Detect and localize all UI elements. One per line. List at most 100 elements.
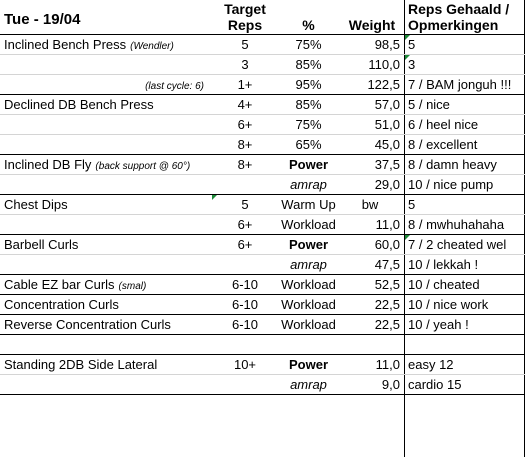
percent-cell[interactable]: amrap	[290, 257, 327, 272]
weight-cell[interactable]: 9,0	[381, 377, 400, 392]
result-cell[interactable]: 10 / nice work	[408, 297, 489, 312]
exercise-cell[interactable]: Inclined DB Fly (back support @ 60°)	[4, 155, 214, 175]
exercise-cell[interactable]	[4, 255, 214, 275]
exercise-cell[interactable]	[4, 135, 214, 155]
result-cell[interactable]: 3	[408, 57, 416, 72]
exercise-cell[interactable]: Chest Dips	[4, 195, 214, 215]
header-target[interactable]: Target	[224, 1, 266, 17]
result-cell[interactable]: 5 / nice	[408, 97, 450, 112]
comment-marker-icon[interactable]	[212, 195, 217, 200]
target-reps-cell[interactable]	[205, 375, 285, 395]
target-reps-cell[interactable]: 6-10	[231, 277, 259, 292]
exercise-cell[interactable]	[4, 215, 214, 235]
exercise-cell[interactable]: Barbell Curls	[4, 235, 214, 255]
target-reps-cell[interactable]: 8+	[237, 157, 253, 172]
exercise-cell[interactable]	[4, 335, 214, 355]
target-reps-cell[interactable]: 5	[241, 197, 249, 212]
result-cell[interactable]: 8 / damn heavy	[408, 157, 497, 172]
weight-cell[interactable]: 60,0	[374, 237, 400, 252]
percent-cell[interactable]: amrap	[290, 377, 327, 392]
weight-cell[interactable]: 11,0	[375, 357, 400, 372]
weight-cell[interactable]: 110,0	[368, 57, 400, 72]
header-result-1[interactable]: Reps Gehaald /	[408, 1, 510, 17]
percent-cell[interactable]: Workload	[281, 217, 336, 232]
weight-cell[interactable]: 22,5	[374, 317, 400, 332]
percent-cell[interactable]: Power	[288, 357, 328, 372]
target-reps-cell[interactable]	[205, 175, 285, 195]
percent-cell[interactable]: Power	[288, 237, 328, 252]
target-reps-cell[interactable]: 6-10	[231, 297, 259, 312]
result-cell[interactable]: 8 / excellent	[408, 137, 478, 152]
percent-cell[interactable]: Warm Up	[281, 197, 336, 212]
result-cell[interactable]	[408, 335, 526, 355]
weight-cell[interactable]	[340, 335, 400, 355]
target-reps-cell[interactable]: 6+	[237, 117, 253, 132]
exercise-cell[interactable]	[4, 55, 214, 75]
exercise-cell[interactable]: (last cycle: 6)	[4, 75, 204, 95]
target-reps-cell[interactable]	[205, 255, 285, 275]
result-cell[interactable]: cardio 15	[408, 377, 462, 392]
exercise-cell[interactable]: Inclined Bench Press (Wendler)	[4, 35, 214, 55]
weight-cell[interactable]: 37,5	[374, 157, 400, 172]
target-reps-cell[interactable]: 6+	[237, 237, 253, 252]
weight-cell[interactable]: 11,0	[375, 217, 400, 232]
weight-cell[interactable]: 57,0	[374, 97, 400, 112]
percent-cell[interactable]: 85%	[295, 97, 322, 112]
exercise-cell[interactable]	[4, 375, 214, 395]
percent-cell[interactable]: 75%	[295, 37, 322, 52]
percent-cell[interactable]: 95%	[295, 77, 322, 92]
result-cell[interactable]: 6 / heel nice	[408, 117, 479, 132]
result-cell[interactable]: 10 / nice pump	[408, 177, 494, 192]
result-cell[interactable]: 5	[408, 197, 416, 212]
exercise-cell[interactable]: Declined DB Bench Press	[4, 95, 214, 115]
result-cell[interactable]: easy 12	[408, 357, 454, 372]
target-reps-cell[interactable]: 10+	[233, 357, 257, 372]
header-result-2[interactable]: Opmerkingen	[408, 17, 499, 33]
exercise-cell[interactable]: Standing 2DB Side Lateral	[4, 355, 214, 375]
weight-cell[interactable]: 47,5	[374, 257, 400, 272]
percent-cell[interactable]: Workload	[281, 277, 336, 292]
target-reps-cell[interactable]: 8+	[237, 137, 253, 152]
exercise-cell[interactable]	[4, 175, 214, 195]
header-reps[interactable]: Reps	[227, 17, 263, 33]
target-reps-cell[interactable]: 6-10	[231, 317, 259, 332]
weight-cell[interactable]: bw	[361, 197, 379, 212]
weight-cell[interactable]: 122,5	[367, 77, 400, 92]
percent-cell[interactable]	[277, 335, 340, 355]
exercise-cell[interactable]: Reverse Concentration Curls	[4, 315, 214, 335]
weight-cell[interactable]: 51,0	[374, 117, 400, 132]
weight-cell[interactable]: 45,0	[374, 137, 400, 152]
weight-cell[interactable]: 52,5	[374, 277, 400, 292]
percent-cell[interactable]: 75%	[295, 117, 322, 132]
percent-cell[interactable]: Power	[288, 157, 328, 172]
result-cell[interactable]: 10 / lekkah !	[408, 257, 479, 272]
target-reps-cell[interactable]: 5	[241, 37, 249, 52]
percent-cell[interactable]: Workload	[281, 317, 336, 332]
comment-marker-icon[interactable]	[405, 235, 410, 240]
sheet-title[interactable]: Tue - 19/04	[4, 11, 81, 28]
result-cell[interactable]: 8 / mwhuhahaha	[408, 217, 505, 232]
target-reps-cell[interactable]: 3	[241, 57, 249, 72]
header-percent[interactable]: %	[302, 17, 315, 33]
header-weight[interactable]: Weight	[348, 17, 396, 33]
percent-cell[interactable]: Workload	[281, 297, 336, 312]
exercise-cell[interactable]	[4, 115, 214, 135]
exercise-cell[interactable]: Cable EZ bar Curls (smal)	[4, 275, 214, 295]
percent-cell[interactable]: 85%	[295, 57, 322, 72]
percent-cell[interactable]: 65%	[295, 137, 322, 152]
result-cell[interactable]: 7 / BAM jonguh !!!	[408, 77, 512, 92]
result-cell[interactable]: 5	[408, 37, 416, 52]
weight-cell[interactable]: 98,5	[374, 37, 400, 52]
percent-cell[interactable]: amrap	[290, 177, 327, 192]
weight-cell[interactable]: 29,0	[374, 177, 400, 192]
exercise-cell[interactable]: Concentration Curls	[4, 295, 214, 315]
result-cell[interactable]: 10 / cheated	[408, 277, 480, 292]
comment-marker-icon[interactable]	[405, 35, 410, 40]
result-cell[interactable]: 10 / yeah !	[408, 317, 469, 332]
target-reps-cell[interactable]: 4+	[237, 97, 253, 112]
comment-marker-icon[interactable]	[405, 55, 410, 60]
result-cell[interactable]: 7 / 2 cheated wel	[408, 237, 507, 252]
target-reps-cell[interactable]	[205, 335, 285, 355]
target-reps-cell[interactable]: 6+	[237, 217, 253, 232]
target-reps-cell[interactable]: 1+	[237, 77, 253, 92]
